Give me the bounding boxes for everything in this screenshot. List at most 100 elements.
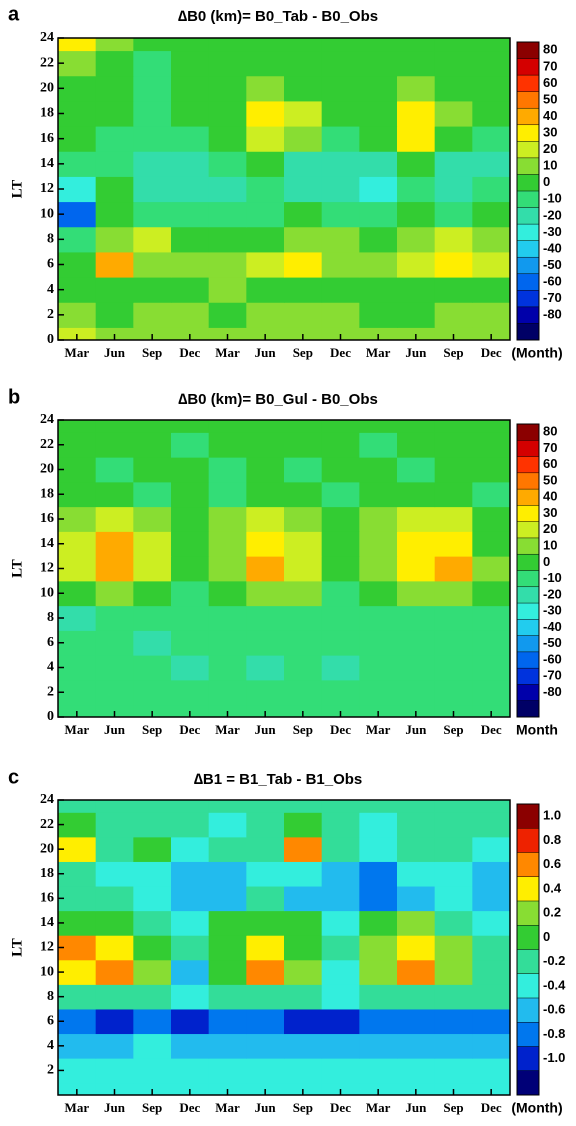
field-cell [58,126,97,152]
field-cell [95,886,134,912]
x-tick-label: Sep [142,1100,162,1115]
field-cell [58,481,97,508]
field-cell [472,327,510,340]
field-cell [397,679,436,706]
x-tick-label: Mar [215,722,240,737]
field-cell [133,861,172,887]
field-cell [472,481,510,508]
field-cell [133,432,172,458]
field-cell [171,836,210,862]
field-cell [284,679,323,706]
field-cell [171,580,210,607]
field-cell [397,151,436,177]
field-cell [58,432,97,458]
field-cell [246,836,285,862]
field-cell [397,935,436,961]
field-cell [208,432,247,458]
field-cell [58,420,97,433]
colorbar-band [517,157,539,175]
field-cell [58,1058,97,1084]
colorbar-band [517,852,539,878]
field-cell [472,420,510,433]
field-cell [434,984,473,1010]
field-cell [58,531,97,557]
colorbar-label: 10 [543,538,557,553]
field-cell [171,201,210,228]
field-cell [95,50,134,77]
y-tick-label: 24 [40,30,54,45]
field-cell [58,679,97,706]
field-cell [246,1058,285,1084]
field-cell [171,75,210,102]
field-cell [95,935,134,961]
field-cell [284,226,323,253]
field-cell [246,176,285,203]
field-cell [359,704,398,717]
field-cell [359,580,398,607]
colorbar-band [517,537,539,555]
field-cell [359,302,398,328]
chart-title: ∆B1 = B1_Tab - B1_Obs [194,771,363,788]
field-cell [171,1058,210,1084]
field-cell [472,910,510,936]
field-cell [95,277,134,303]
field-cell [359,481,398,508]
field-cell [171,457,210,483]
x-tick-label: Sep [293,1100,313,1115]
field-cell [208,277,247,303]
field-cell [284,151,323,177]
field-cell [133,655,172,681]
field-cell [397,126,436,152]
field-cell [95,556,134,582]
field-cell [434,959,473,985]
field-cell [171,605,210,631]
y-tick-label: 16 [40,511,54,526]
field-cell [472,75,510,102]
field-cell [58,1008,97,1035]
field-cell [58,151,97,177]
field-cell [58,1082,97,1095]
field-cell [284,457,323,483]
colorbar-label: -0.8 [543,1026,565,1041]
field-cell [359,457,398,483]
field-cell [472,861,510,887]
field-cell [359,605,398,631]
field-cell [284,1008,323,1035]
field-cell [284,420,323,433]
field-cell [359,655,398,681]
field-cell [95,327,134,340]
field-cell [284,1058,323,1084]
x-tick-label: Sep [293,722,313,737]
field-cell [284,432,323,458]
x-tick-label: Jun [255,1100,277,1115]
x-tick-label: Mar [366,722,391,737]
field-cell [284,126,323,152]
y-tick-label: 0 [47,332,54,347]
field-cell [359,556,398,582]
colorbar-band [517,240,539,258]
field-cell [359,531,398,557]
field-cell [397,201,436,228]
x-tick-label: Dec [330,1100,351,1115]
field-cell [359,800,398,813]
colorbar-band [517,58,539,76]
field-cell [472,704,510,717]
field-cell [359,432,398,458]
field-cell [397,302,436,328]
field-cell [434,126,473,152]
field-cell [133,251,172,278]
field-cell [95,151,134,177]
field-cell [133,75,172,102]
field-cell [321,1082,360,1095]
field-cell [397,836,436,862]
field-cell [284,1033,323,1059]
field-cell [472,226,510,253]
field-cell [58,302,97,328]
field-cell [58,836,97,862]
field-cell [133,580,172,607]
colorbar-label: -40 [543,240,562,255]
field-cell [208,1008,247,1035]
x-tick-label: Jun [405,345,427,360]
